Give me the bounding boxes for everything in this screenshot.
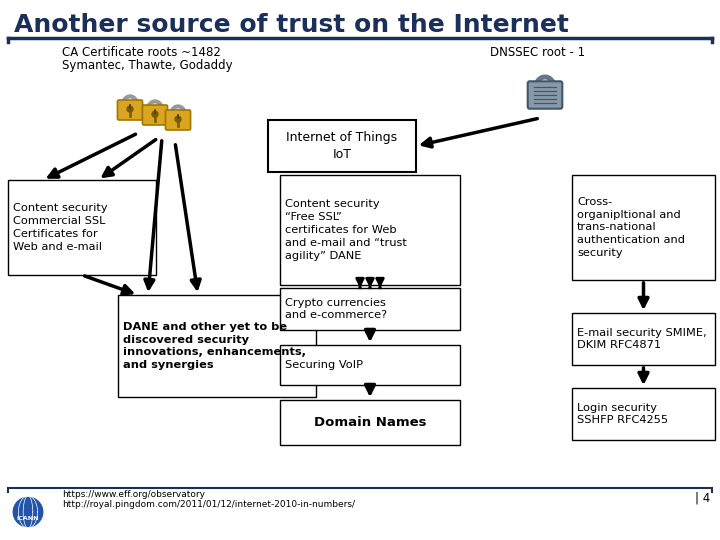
Text: Another source of trust on the Internet: Another source of trust on the Internet	[14, 13, 569, 37]
FancyBboxPatch shape	[528, 82, 562, 109]
Circle shape	[175, 116, 181, 122]
Text: https://www.eff.org/observatory: https://www.eff.org/observatory	[62, 490, 205, 499]
FancyBboxPatch shape	[143, 105, 168, 125]
Text: http://royal.pingdom.com/2011/01/12/internet-2010-in-numbers/: http://royal.pingdom.com/2011/01/12/inte…	[62, 500, 355, 509]
Text: Internet of Things
IoT: Internet of Things IoT	[287, 131, 397, 161]
FancyBboxPatch shape	[280, 400, 460, 445]
FancyBboxPatch shape	[117, 100, 143, 120]
Text: Crypto currencies
and e-commerce?: Crypto currencies and e-commerce?	[285, 298, 387, 320]
FancyBboxPatch shape	[166, 110, 191, 130]
FancyBboxPatch shape	[268, 120, 416, 172]
Text: Login security
SSHFP RFC4255: Login security SSHFP RFC4255	[577, 403, 668, 426]
FancyBboxPatch shape	[280, 345, 460, 385]
Text: DANE and other yet to be
discovered security
innovations, enhancements,
and syne: DANE and other yet to be discovered secu…	[123, 322, 306, 370]
Circle shape	[12, 496, 44, 528]
Text: Content security
“Free SSL”
certificates for Web
and e-mail and “trust
agility” : Content security “Free SSL” certificates…	[285, 199, 407, 261]
FancyBboxPatch shape	[572, 388, 715, 440]
FancyBboxPatch shape	[572, 175, 715, 280]
Text: CA Certificate roots ~1482: CA Certificate roots ~1482	[62, 46, 221, 59]
Text: DNSSEC root - 1: DNSSEC root - 1	[490, 46, 585, 59]
Circle shape	[152, 111, 158, 117]
Text: E-mail security SMIME,
DKIM RFC4871: E-mail security SMIME, DKIM RFC4871	[577, 328, 706, 350]
Text: Securing VoIP: Securing VoIP	[285, 360, 363, 370]
Text: Cross-
organipltional and
trans-national
authentication and
security: Cross- organipltional and trans-national…	[577, 197, 685, 258]
FancyBboxPatch shape	[572, 313, 715, 365]
FancyBboxPatch shape	[118, 295, 316, 397]
FancyBboxPatch shape	[280, 288, 460, 330]
Text: Domain Names: Domain Names	[314, 416, 426, 429]
FancyBboxPatch shape	[8, 180, 156, 275]
Text: Content security
Commercial SSL
Certificates for
Web and e-mail: Content security Commercial SSL Certific…	[13, 203, 107, 252]
FancyBboxPatch shape	[280, 175, 460, 285]
Circle shape	[127, 106, 133, 112]
Text: | 4: | 4	[695, 492, 710, 505]
Text: Symantec, Thawte, Godaddy: Symantec, Thawte, Godaddy	[62, 59, 233, 72]
Text: ICANN: ICANN	[17, 516, 40, 521]
